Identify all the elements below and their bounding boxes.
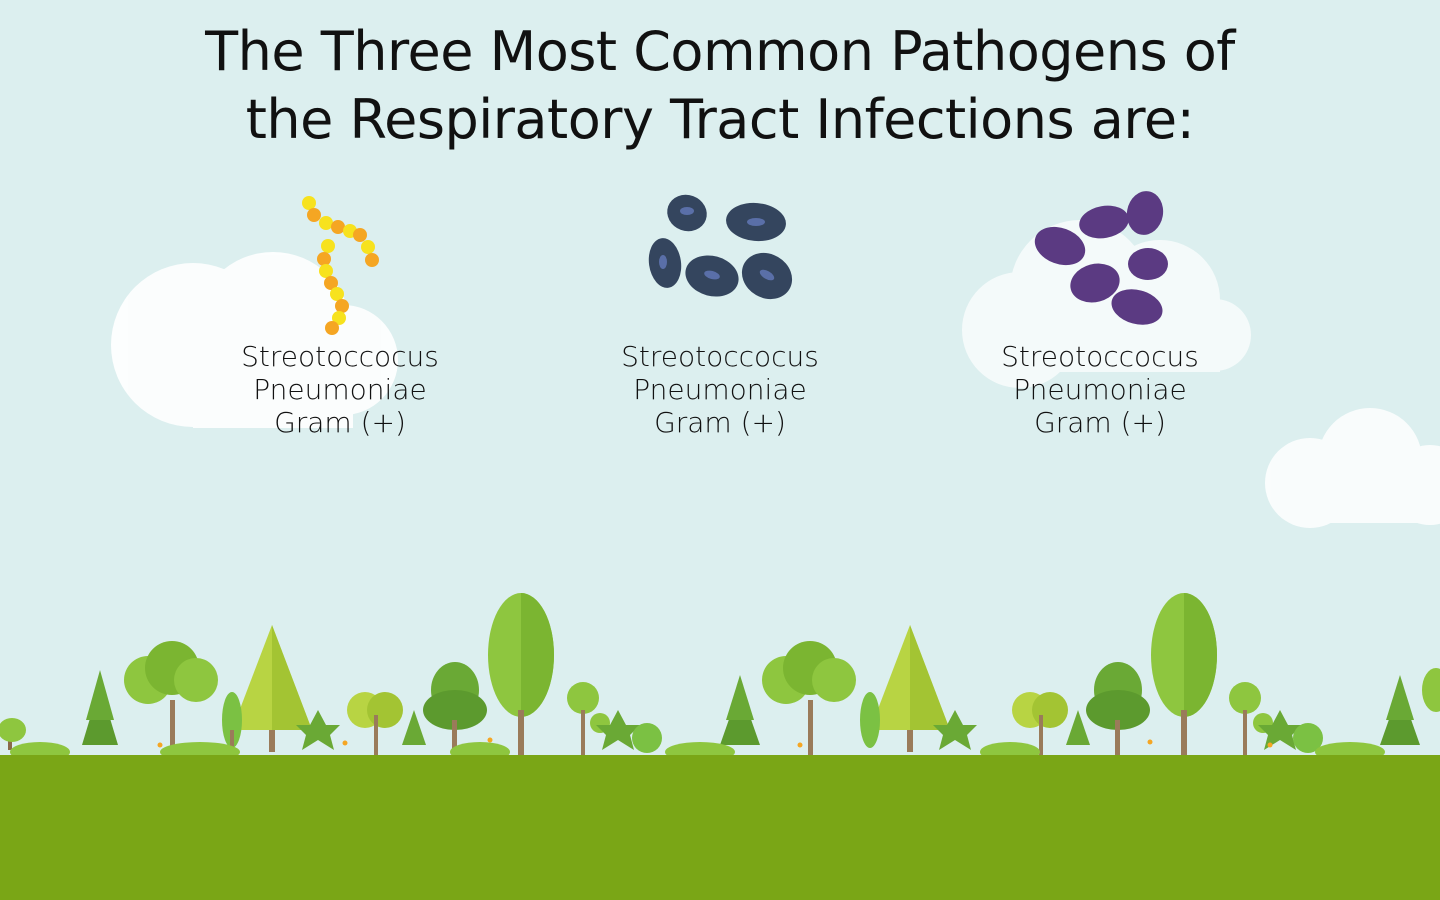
bacilli-cluster-icon bbox=[648, 194, 793, 300]
pathogen-name-line1: Streotoccocus bbox=[1001, 340, 1199, 373]
pathogen-gram: Gram (+) bbox=[274, 406, 406, 439]
pathogen-name-line1: Streotoccocus bbox=[241, 340, 439, 373]
pathogen-name-line2: Pneumoniae bbox=[633, 373, 807, 406]
ground bbox=[0, 755, 1440, 900]
pathogen-name-line2: Pneumoniae bbox=[253, 373, 427, 406]
title-line-1: The Three Most Common Pathogens of bbox=[205, 20, 1235, 83]
title-line-2: the Respiratory Tract Infections are: bbox=[245, 88, 1195, 151]
streptococcus-chain-icon bbox=[302, 196, 379, 335]
pathogen-card-3: Streotoccocus Pneumoniae Gram (+) bbox=[950, 185, 1250, 455]
page-title: The Three Most Common Pathogens of the R… bbox=[0, 18, 1440, 154]
cloud-left bbox=[111, 252, 398, 428]
pathogen-label-2: Streotoccocus Pneumoniae Gram (+) bbox=[570, 340, 870, 439]
cloud-right bbox=[1265, 408, 1440, 528]
forest-illustration bbox=[0, 593, 1440, 760]
pathogen-gram: Gram (+) bbox=[1034, 406, 1166, 439]
pathogen-name-line2: Pneumoniae bbox=[1013, 373, 1187, 406]
pathogen-gram: Gram (+) bbox=[654, 406, 786, 439]
cocci-cluster-icon bbox=[1034, 191, 1168, 325]
pathogen-label-1: Streotoccocus Pneumoniae Gram (+) bbox=[190, 340, 490, 439]
pathogen-name-line1: Streotoccocus bbox=[621, 340, 819, 373]
pathogen-label-3: Streotoccocus Pneumoniae Gram (+) bbox=[950, 340, 1250, 439]
pathogen-card-1: Streotoccocus Pneumoniae Gram (+) bbox=[190, 185, 490, 455]
pathogen-card-2: Streotoccocus Pneumoniae Gram (+) bbox=[570, 185, 870, 455]
